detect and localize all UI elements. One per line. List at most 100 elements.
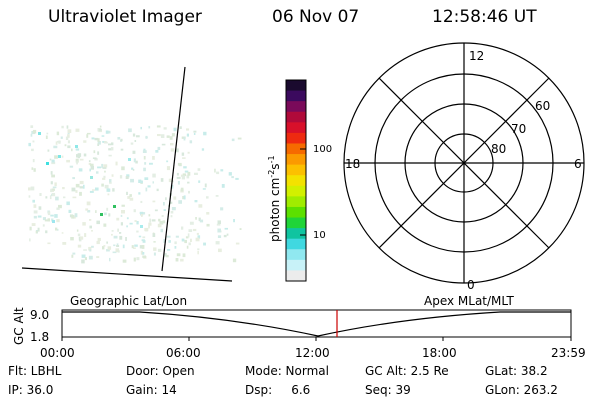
speckle xyxy=(71,215,75,219)
colorbar-cell xyxy=(286,90,306,102)
speckle xyxy=(113,244,116,247)
speckle xyxy=(195,217,197,220)
speckle xyxy=(96,240,100,245)
speckle xyxy=(75,190,78,193)
speckle xyxy=(202,188,206,190)
colorbar-cell xyxy=(286,217,306,229)
speckle xyxy=(179,126,182,129)
speckle xyxy=(126,174,130,178)
speckle xyxy=(156,188,159,192)
speckle xyxy=(187,171,191,176)
speckle xyxy=(75,148,80,151)
speckle xyxy=(67,134,70,138)
speckle xyxy=(57,140,61,143)
speckle xyxy=(158,218,161,222)
speckle xyxy=(72,196,77,199)
speckle xyxy=(144,177,149,180)
speckle xyxy=(44,219,48,222)
timeline-tick-labels: 00:00 06:00 12:00 18:00 23:59 xyxy=(40,346,586,360)
speckle xyxy=(148,126,151,129)
speckle xyxy=(56,228,59,231)
speckle xyxy=(168,240,171,243)
speckle xyxy=(31,148,34,152)
speckle xyxy=(76,154,79,158)
speckle xyxy=(104,212,107,216)
speckle xyxy=(32,199,35,203)
speckle xyxy=(160,228,163,233)
speckle xyxy=(186,128,190,131)
speckle xyxy=(108,154,112,157)
speckle xyxy=(183,136,186,141)
colorbar: 100 10 photon cm-2s-1 xyxy=(267,79,332,282)
speckle-bright xyxy=(52,220,55,223)
speckle xyxy=(106,188,110,192)
speckle xyxy=(108,188,111,192)
speckle xyxy=(55,196,59,201)
speckle xyxy=(224,227,228,230)
speckle xyxy=(228,172,232,176)
speckle xyxy=(106,130,111,134)
speckle xyxy=(214,168,216,173)
speckle xyxy=(187,151,190,154)
speckle xyxy=(157,146,161,150)
speckle xyxy=(51,159,55,163)
speckle xyxy=(81,254,86,258)
speckle xyxy=(83,184,85,189)
speckle xyxy=(231,138,235,142)
speckle xyxy=(29,226,32,231)
speckle xyxy=(188,190,190,194)
speckle xyxy=(86,201,91,206)
speckle xyxy=(217,220,221,224)
speckle xyxy=(134,244,138,247)
speckle xyxy=(143,156,146,160)
timeline-tick-0000: 00:00 xyxy=(40,346,75,360)
speckle xyxy=(105,130,109,134)
speckle xyxy=(189,221,194,225)
speckle xyxy=(126,191,128,195)
speckle xyxy=(181,152,185,156)
speckle xyxy=(50,181,53,185)
speckle xyxy=(186,175,190,179)
speckle xyxy=(131,245,134,249)
speckle xyxy=(49,195,52,200)
speckle xyxy=(184,239,187,244)
speckle xyxy=(72,177,75,180)
speckle xyxy=(129,197,134,201)
speckle xyxy=(32,140,35,143)
info-ip: IP: 36.0 xyxy=(8,383,54,397)
info-filter: Flt: LBHL xyxy=(8,364,62,378)
speckle xyxy=(152,200,156,203)
speckle xyxy=(75,183,80,188)
speckle xyxy=(77,155,81,159)
speckle xyxy=(45,196,48,199)
time-label: 12:58:46 UT xyxy=(432,7,537,27)
speckle xyxy=(177,181,180,185)
speckle xyxy=(97,141,101,145)
speckle xyxy=(96,256,100,258)
speckle xyxy=(183,195,186,200)
speckle xyxy=(54,214,58,218)
speckle-bright xyxy=(75,145,78,148)
speckle xyxy=(73,216,76,219)
speckle xyxy=(51,174,55,178)
speckle xyxy=(161,143,166,146)
speckle xyxy=(55,141,58,145)
speckle xyxy=(125,237,127,241)
speckle xyxy=(35,230,38,234)
speckle xyxy=(198,217,201,222)
speckle xyxy=(50,171,53,175)
colorbar-cell xyxy=(286,249,306,261)
speckle xyxy=(106,249,110,252)
speckle xyxy=(99,129,102,131)
speckle xyxy=(32,159,35,163)
speckle xyxy=(66,125,69,129)
speckle-bright xyxy=(128,158,131,161)
speckle xyxy=(145,187,148,192)
speckle xyxy=(38,206,42,210)
speckle xyxy=(101,163,104,168)
speckle xyxy=(206,223,210,227)
speckle xyxy=(148,222,152,226)
speckle xyxy=(172,180,174,183)
speckle xyxy=(61,232,64,234)
